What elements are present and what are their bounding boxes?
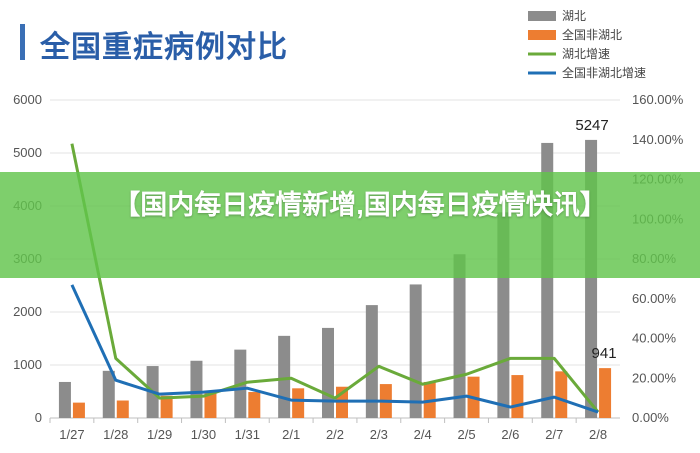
bar-hubei — [102, 370, 115, 418]
bar-hubei — [365, 305, 378, 418]
x-tick-label: 1/29 — [147, 427, 172, 442]
legend-label: 全国非湖北 — [562, 27, 622, 42]
line-hubei-growth — [70, 143, 600, 413]
legend-label: 全国非湖北增速 — [562, 65, 646, 80]
legend-label: 湖北增速 — [562, 46, 610, 61]
legend-swatch — [528, 30, 556, 40]
legend-label: 湖北 — [562, 8, 586, 23]
y-left-tick-label: 0 — [35, 410, 42, 425]
bar-hubei — [190, 360, 203, 418]
x-tick-label: 2/4 — [414, 427, 432, 442]
legend-swatch — [528, 11, 556, 21]
x-tick-label: 2/5 — [457, 427, 475, 442]
data-label: 5247 — [575, 117, 608, 134]
title-accent-bar — [20, 24, 25, 60]
x-tick-label: 2/3 — [370, 427, 388, 442]
y-left-tick-label: 5000 — [13, 145, 42, 160]
y-right-tick-label: 40.00% — [632, 331, 677, 346]
x-tick-label: 1/30 — [191, 427, 216, 442]
y-right-tick-label: 0.00% — [632, 410, 669, 425]
bar-hubei — [453, 254, 466, 418]
data-label: 941 — [592, 345, 617, 362]
bar-national — [248, 392, 261, 418]
y-left-tick-label: 1000 — [13, 357, 42, 372]
bar-hubei — [322, 327, 334, 418]
bar-hubei — [58, 381, 71, 418]
x-tick-label: 1/28 — [103, 427, 128, 442]
x-tick-label: 2/8 — [589, 427, 607, 442]
bar-hubei — [409, 284, 422, 418]
y-right-tick-label: 160.00% — [632, 92, 684, 107]
y-left-tick-label: 2000 — [13, 304, 42, 319]
bar-national — [160, 395, 173, 418]
overlay-banner — [0, 172, 700, 278]
x-tick-label: 2/6 — [501, 427, 519, 442]
bar-national — [511, 375, 524, 418]
x-tick-label: 1/31 — [235, 427, 260, 442]
bar-national — [204, 393, 217, 418]
x-tick-label: 1/27 — [59, 427, 84, 442]
x-tick-label: 2/1 — [282, 427, 300, 442]
bar-national — [116, 400, 129, 418]
x-tick-label: 2/7 — [545, 427, 563, 442]
bar-hubei — [278, 335, 291, 418]
x-tick-label: 2/2 — [326, 427, 344, 442]
bar-national — [72, 402, 85, 418]
y-right-tick-label: 140.00% — [632, 132, 684, 147]
chart-title: 全国重症病例对比 — [40, 31, 288, 64]
y-right-tick-label: 60.00% — [632, 291, 677, 306]
y-left-tick-label: 6000 — [13, 92, 42, 107]
bar-national — [555, 371, 568, 418]
bar-national — [599, 368, 612, 418]
y-right-tick-label: 20.00% — [632, 370, 677, 385]
line-national-growth — [70, 284, 599, 414]
banner-text: 【国内每日疫情新增,国内每日疫情快讯】 — [113, 190, 607, 220]
bar-national — [292, 388, 305, 418]
